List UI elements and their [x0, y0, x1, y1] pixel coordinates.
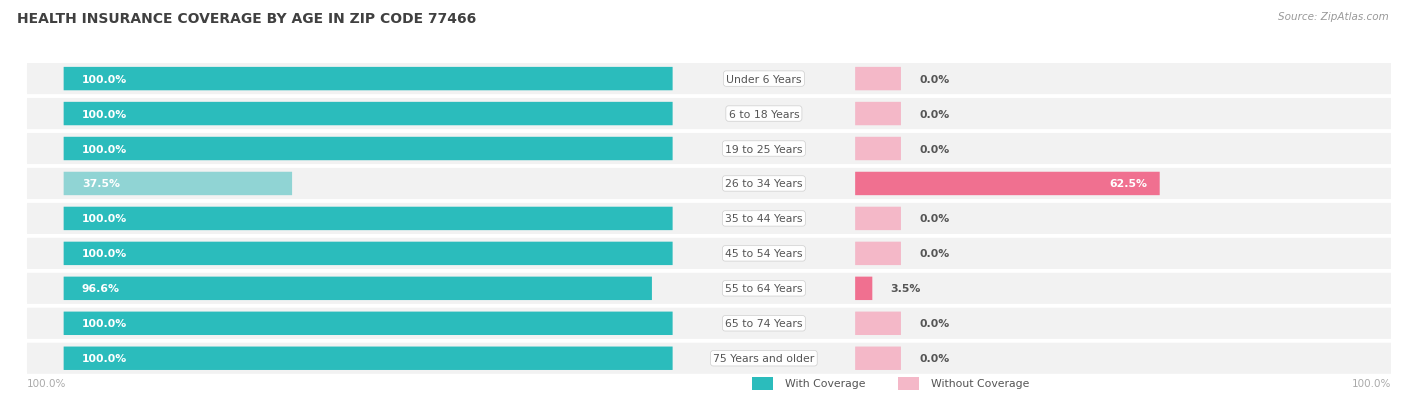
FancyBboxPatch shape: [63, 277, 652, 300]
FancyBboxPatch shape: [855, 102, 901, 126]
Text: 19 to 25 Years: 19 to 25 Years: [725, 144, 803, 154]
FancyBboxPatch shape: [855, 242, 901, 266]
Text: 0.0%: 0.0%: [920, 109, 949, 119]
Text: 100.0%: 100.0%: [82, 318, 127, 328]
Text: 100.0%: 100.0%: [82, 354, 127, 363]
Text: 0.0%: 0.0%: [920, 249, 949, 259]
Text: 0.0%: 0.0%: [920, 318, 949, 328]
FancyBboxPatch shape: [752, 377, 773, 390]
Text: 62.5%: 62.5%: [1109, 179, 1147, 189]
Text: 100.0%: 100.0%: [82, 144, 127, 154]
FancyBboxPatch shape: [27, 99, 1391, 130]
Text: 0.0%: 0.0%: [920, 74, 949, 84]
FancyBboxPatch shape: [27, 64, 1391, 95]
Text: 26 to 34 Years: 26 to 34 Years: [725, 179, 803, 189]
Text: 0.0%: 0.0%: [920, 354, 949, 363]
Text: 37.5%: 37.5%: [82, 179, 120, 189]
FancyBboxPatch shape: [63, 207, 672, 230]
Text: Source: ZipAtlas.com: Source: ZipAtlas.com: [1278, 12, 1389, 22]
FancyBboxPatch shape: [27, 238, 1391, 269]
FancyBboxPatch shape: [855, 347, 901, 370]
Text: 100.0%: 100.0%: [82, 109, 127, 119]
Text: 96.6%: 96.6%: [82, 284, 120, 294]
Text: 75 Years and older: 75 Years and older: [713, 354, 814, 363]
FancyBboxPatch shape: [27, 134, 1391, 165]
Text: 100.0%: 100.0%: [27, 378, 66, 389]
FancyBboxPatch shape: [855, 207, 901, 230]
FancyBboxPatch shape: [63, 68, 672, 91]
FancyBboxPatch shape: [27, 343, 1391, 374]
Text: 100.0%: 100.0%: [82, 249, 127, 259]
FancyBboxPatch shape: [898, 377, 920, 390]
FancyBboxPatch shape: [855, 172, 1160, 196]
Text: 45 to 54 Years: 45 to 54 Years: [725, 249, 803, 259]
FancyBboxPatch shape: [63, 102, 672, 126]
FancyBboxPatch shape: [855, 312, 901, 335]
Text: 0.0%: 0.0%: [920, 214, 949, 224]
Text: 6 to 18 Years: 6 to 18 Years: [728, 109, 799, 119]
FancyBboxPatch shape: [27, 308, 1391, 339]
FancyBboxPatch shape: [63, 138, 672, 161]
FancyBboxPatch shape: [27, 169, 1391, 199]
FancyBboxPatch shape: [855, 68, 901, 91]
Text: Without Coverage: Without Coverage: [931, 378, 1029, 389]
FancyBboxPatch shape: [63, 172, 292, 196]
Text: 3.5%: 3.5%: [890, 284, 921, 294]
Text: HEALTH INSURANCE COVERAGE BY AGE IN ZIP CODE 77466: HEALTH INSURANCE COVERAGE BY AGE IN ZIP …: [17, 12, 477, 26]
Text: 0.0%: 0.0%: [920, 144, 949, 154]
FancyBboxPatch shape: [63, 347, 672, 370]
Text: 65 to 74 Years: 65 to 74 Years: [725, 318, 803, 328]
Text: 55 to 64 Years: 55 to 64 Years: [725, 284, 803, 294]
FancyBboxPatch shape: [27, 273, 1391, 304]
Text: 100.0%: 100.0%: [1351, 378, 1391, 389]
FancyBboxPatch shape: [855, 277, 872, 300]
Text: 100.0%: 100.0%: [82, 214, 127, 224]
FancyBboxPatch shape: [855, 138, 901, 161]
FancyBboxPatch shape: [63, 312, 672, 335]
FancyBboxPatch shape: [63, 242, 672, 266]
Text: 100.0%: 100.0%: [82, 74, 127, 84]
Text: Under 6 Years: Under 6 Years: [725, 74, 801, 84]
Text: 35 to 44 Years: 35 to 44 Years: [725, 214, 803, 224]
Text: With Coverage: With Coverage: [785, 378, 866, 389]
FancyBboxPatch shape: [27, 203, 1391, 235]
